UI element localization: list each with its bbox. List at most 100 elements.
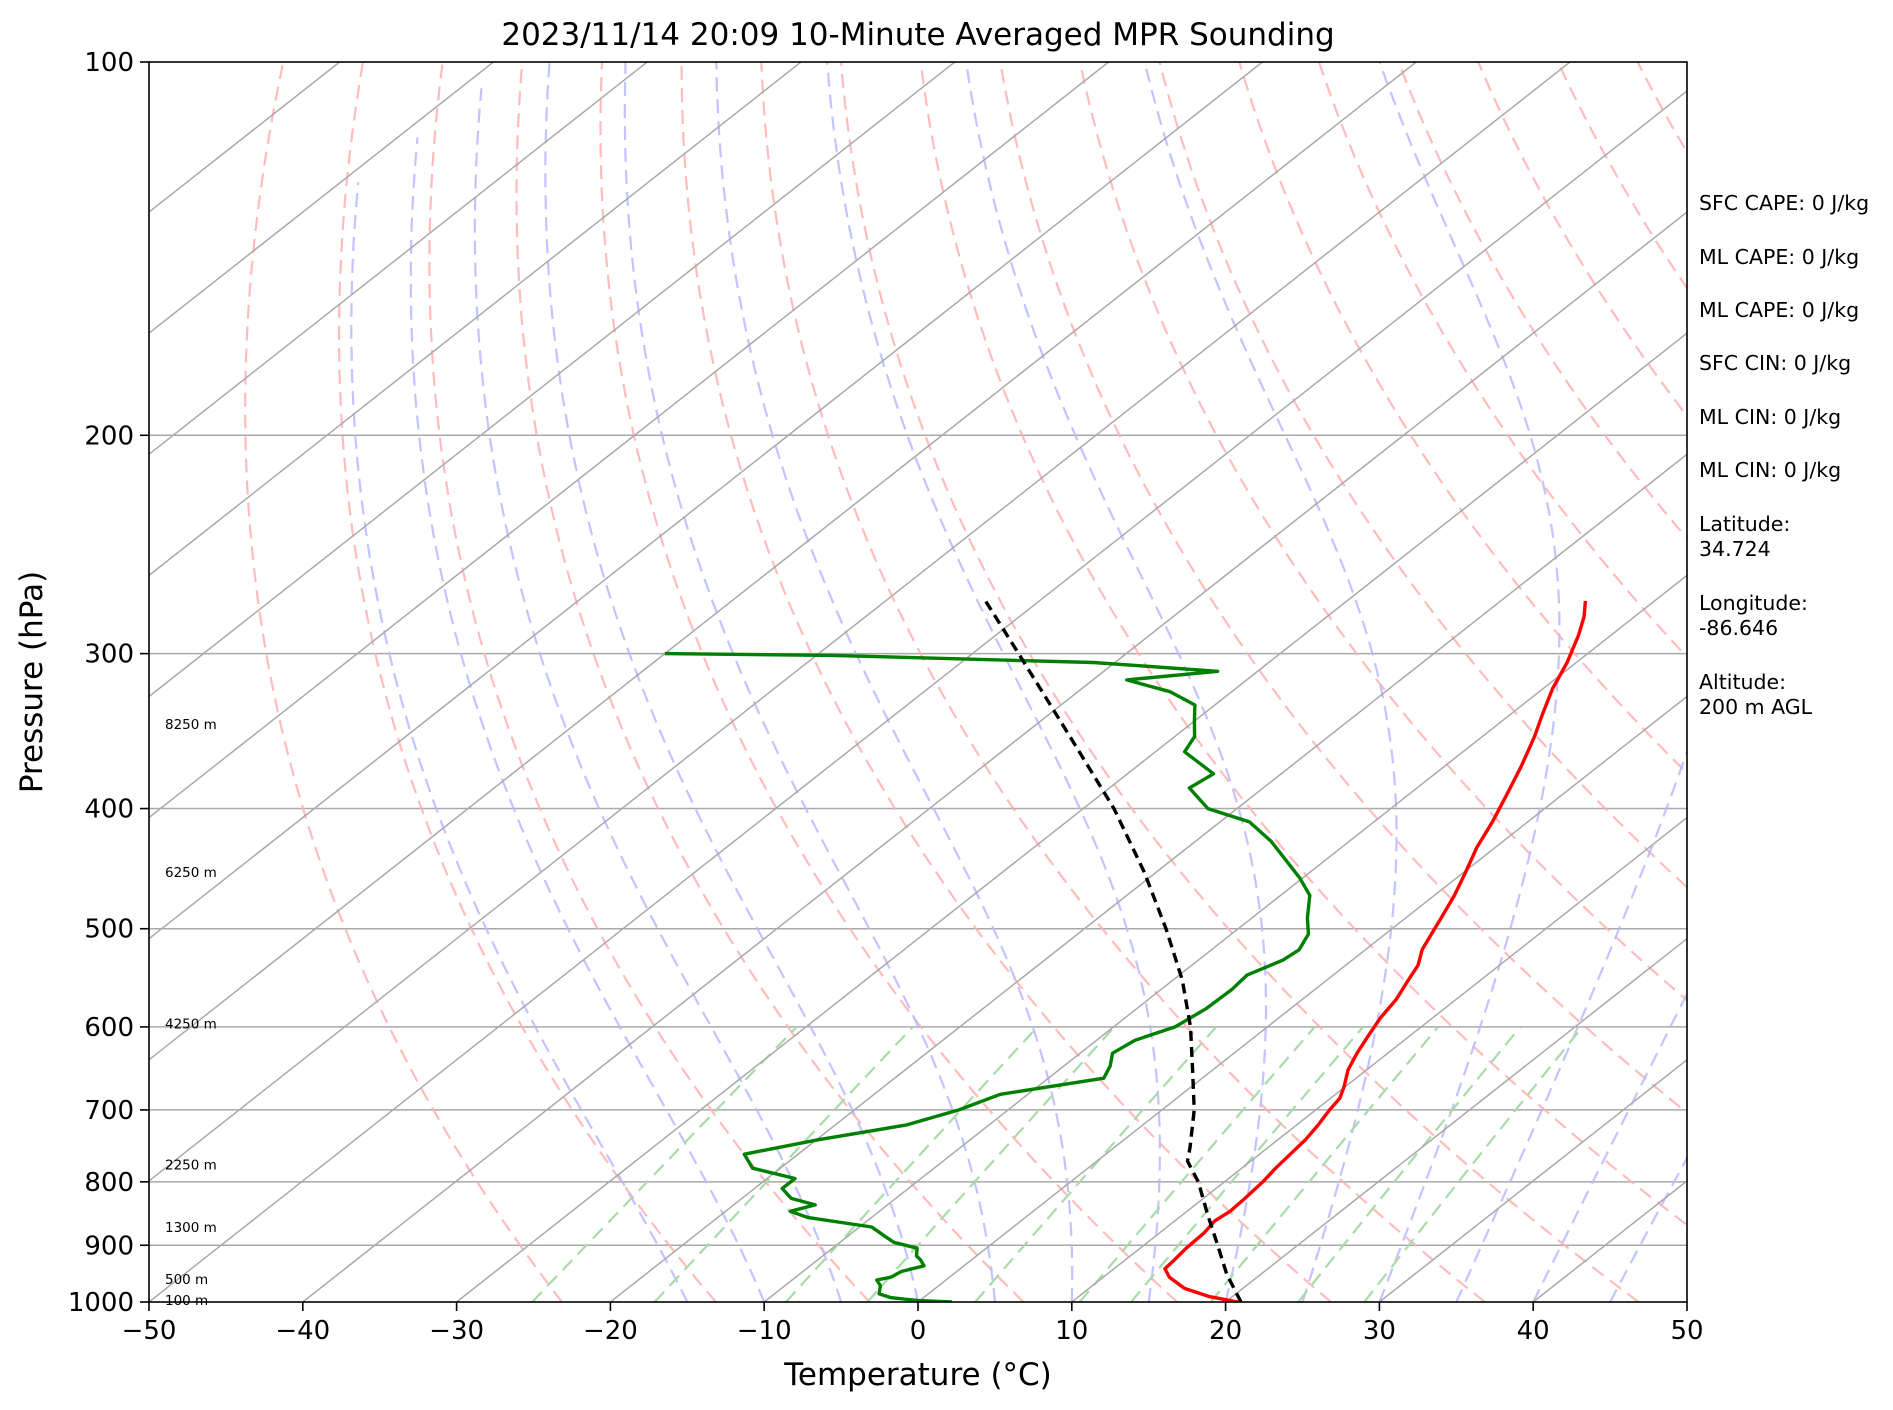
- y-axis-label: Pressure (hPa): [14, 571, 50, 793]
- isotherm-line: [149, 62, 1571, 1182]
- isotherm-line: [1071, 816, 1687, 1302]
- x-tick-label: 50: [1670, 1316, 1703, 1346]
- y-tick-label: 200: [84, 421, 134, 451]
- x-tick-label: 40: [1517, 1316, 1550, 1346]
- moist-adiabat-line: [544, 62, 920, 1302]
- dry-adiabat-line: [1238, 62, 1687, 775]
- isotherm-line: [149, 62, 956, 698]
- y-tick-label: 100: [84, 48, 134, 78]
- info-panel-line: Longitude:: [1699, 591, 1808, 615]
- mixing-ratio-line: [785, 1026, 1039, 1302]
- x-tick-label: 0: [910, 1316, 927, 1346]
- dry-adiabat-line: [1397, 62, 1687, 541]
- x-tick-label: −40: [275, 1316, 330, 1346]
- info-panel-line: 200 m AGL: [1699, 695, 1813, 719]
- x-tick-label: 30: [1363, 1316, 1396, 1346]
- info-panel-line: -86.646: [1699, 616, 1778, 640]
- mixing-ratio-line: [1209, 1026, 1439, 1302]
- dry-adiabat-line: [599, 62, 1178, 1302]
- isotherm-line: [1225, 937, 1687, 1302]
- mixing-ratio-line: [653, 1026, 914, 1302]
- isotherm-line: [149, 62, 648, 456]
- info-panel-line: Altitude:: [1699, 670, 1786, 694]
- x-tick-label: −20: [583, 1316, 638, 1346]
- info-panel-line: ML CAPE: 0 J/kg: [1699, 245, 1859, 269]
- mixing-ratio-line: [866, 1026, 1116, 1302]
- info-panel-line: SFC CIN: 0 J/kg: [1699, 351, 1851, 375]
- dry-adiabat-line: [680, 62, 1332, 1302]
- isotherm-line: [1378, 1058, 1687, 1302]
- dry-adiabat-line: [515, 62, 1025, 1302]
- moist-adiabat-line: [715, 62, 1074, 1302]
- moist-adiabat-line: [965, 62, 1268, 1302]
- height-label: 2250 m: [165, 1158, 217, 1174]
- info-panel-line: ML CIN: 0 J/kg: [1699, 458, 1841, 482]
- info-panel-line: 34.724: [1699, 537, 1771, 561]
- dry-adiabat-line: [244, 62, 563, 1302]
- info-panel-line: ML CIN: 0 J/kg: [1699, 405, 1841, 429]
- dry-adiabat-line: [1078, 62, 1687, 1002]
- moist-adiabat-line: [1609, 1155, 1687, 1302]
- dry-adiabat-line: [760, 62, 1486, 1302]
- y-tick-label: 300: [84, 640, 134, 670]
- mixing-ratio-line: [1297, 1026, 1522, 1302]
- temperature-profile-line: [1163, 600, 1588, 1302]
- x-tick-label: −10: [737, 1316, 792, 1346]
- dry-adiabat-line: [428, 62, 871, 1302]
- y-tick-label: 700: [84, 1096, 134, 1126]
- background-lines: [149, 62, 1687, 1302]
- height-label: 6250 m: [165, 865, 217, 881]
- isotherm-line: [609, 453, 1687, 1302]
- mixing-ratio-line: [974, 1026, 1218, 1302]
- data-series: [664, 595, 1588, 1302]
- dry-adiabat-line: [839, 62, 1640, 1302]
- isotherm-line: [149, 62, 1110, 819]
- isotherm-line: [149, 62, 1417, 1061]
- y-tick-label: 900: [84, 1231, 134, 1261]
- dry-adiabat-line: [999, 62, 1687, 1115]
- isotherm-line: [456, 332, 1687, 1302]
- mixing-ratio-line: [1078, 1026, 1316, 1302]
- x-tick-label: 20: [1209, 1316, 1242, 1346]
- dry-adiabat-line: [1556, 62, 1687, 290]
- info-panel-line: ML CAPE: 0 J/kg: [1699, 298, 1859, 322]
- info-panel: SFC CAPE: 0 J/kg ML CAPE: 0 J/kg ML CAPE: …: [1699, 191, 1869, 719]
- height-label: 100 m: [165, 1293, 208, 1309]
- moist-adiabat-line: [1143, 62, 1398, 1302]
- x-axis-label: Temperature (°C): [783, 1357, 1052, 1393]
- dry-adiabat-line: [1317, 62, 1687, 659]
- height-label: 500 m: [165, 1272, 208, 1288]
- x-axis: −50 −40 −30 −20 −10 0 10 20 30 40 50: [122, 1302, 1704, 1346]
- parcel-path-line: [981, 595, 1243, 1302]
- x-tick-label: 10: [1055, 1316, 1088, 1346]
- moist-adiabat-line: [409, 137, 766, 1302]
- isotherm-line: [149, 62, 1263, 940]
- y-tick-label: 800: [84, 1168, 134, 1198]
- x-tick-label: −30: [429, 1316, 484, 1346]
- info-panel-line: Latitude:: [1699, 512, 1790, 536]
- mixing-ratio-line: [531, 1026, 798, 1302]
- y-tick-label: 400: [84, 795, 134, 825]
- dry-adiabat-line: [919, 62, 1687, 1227]
- isotherm-line: [149, 62, 802, 577]
- height-label: 4250 m: [165, 1016, 217, 1032]
- isotherm-line: [149, 62, 494, 335]
- dry-adiabat-line: [338, 62, 717, 1302]
- isotherm-line: [149, 90, 1687, 1302]
- height-label: 8250 m: [165, 717, 217, 733]
- mixing-ratio-line: [1363, 1026, 1584, 1302]
- x-tick-label: −50: [122, 1316, 177, 1346]
- isotherm-line: [917, 695, 1687, 1302]
- moist-adiabat-line: [1455, 748, 1687, 1302]
- isotherm-line: [763, 574, 1687, 1302]
- y-tick-label: 500: [84, 915, 134, 945]
- isotherm-line: [302, 211, 1687, 1302]
- moist-adiabat-line: [623, 62, 996, 1302]
- height-labels: 8250 m 6250 m 4250 m 2250 m 1300 m 500 m 100 m: [165, 717, 217, 1309]
- height-label: 1300 m: [165, 1220, 217, 1236]
- dewpoint-profile-line: [664, 651, 1312, 1302]
- moist-adiabat-line: [473, 88, 843, 1302]
- moist-adiabat-line: [350, 182, 689, 1302]
